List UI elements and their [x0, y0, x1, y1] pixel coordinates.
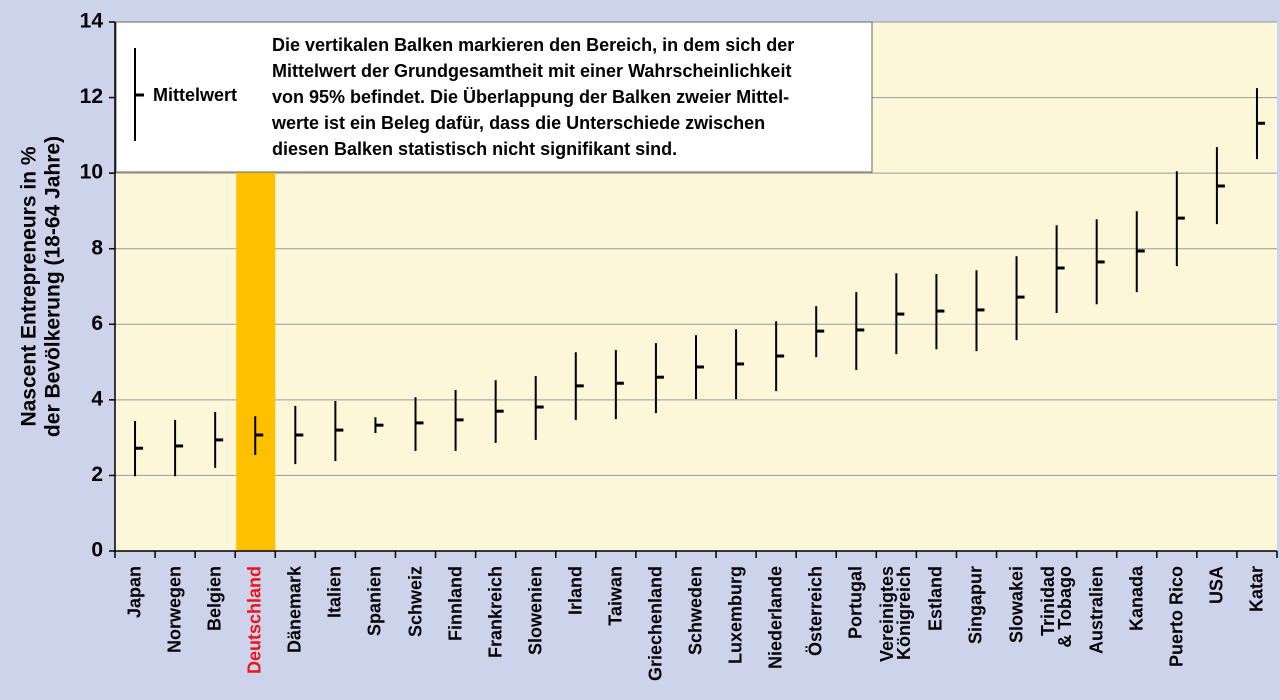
x-tick-label: Deutschland [244, 566, 265, 675]
x-tick-label: Finnland [445, 566, 466, 641]
x-tick-label: Italien [324, 566, 345, 619]
y-tick-label: 8 [91, 236, 103, 259]
x-tick-label: Luxemburg [725, 566, 746, 665]
legend-note: Die vertikalen Balken markieren den Bere… [272, 35, 794, 55]
x-tick-label: Australien [1086, 566, 1107, 655]
x-tick-label: Niederlande [765, 566, 786, 670]
y-tick-label: 4 [91, 387, 103, 410]
y-axis-label: der Bevölkerung (18-64 Jahre) [42, 136, 65, 437]
x-tick-label: Slowakei [1006, 566, 1027, 644]
x-tick-label: Trinidad & Tobago [1037, 566, 1075, 648]
x-tick-label: Spanien [364, 566, 385, 637]
legend-label: Mittelwert [153, 85, 237, 105]
x-tick-label: Puerto Rico [1166, 566, 1187, 668]
x-tick-label: Norwegen [164, 566, 185, 654]
y-tick-label: 2 [91, 463, 103, 486]
y-tick-label: 14 [80, 10, 104, 33]
x-tick-label: Irland [565, 566, 586, 616]
x-tick-label: Österreich [805, 566, 826, 657]
x-tick-label: Griechenland [645, 566, 666, 682]
x-tick-label: Estland [925, 566, 946, 632]
x-tick-label: Portugal [845, 566, 866, 640]
legend-box [115, 21, 873, 173]
y-tick-label: 6 [91, 312, 103, 335]
legend-note: werte ist ein Beleg dafür, dass die Unte… [271, 113, 765, 133]
x-tick-label: Taiwan [605, 566, 626, 626]
legend-note: von 95% befindet. Die Überlappung der Ba… [272, 87, 789, 107]
x-tick-label: Dänemark [284, 566, 305, 654]
x-tick-label: Kanada [1126, 566, 1147, 632]
y-axis-label: Nascent Entrepreneurs in % [18, 146, 41, 426]
x-tick-label: Belgien [204, 566, 225, 632]
x-tick-label: Slowenien [525, 566, 546, 656]
x-tick-label: Frankreich [485, 566, 506, 659]
x-tick-label: Japan [124, 566, 145, 619]
legend-note: diesen Balken statistisch nicht signifik… [272, 139, 677, 159]
legend-note: Mittelwert der Grundgesamtheit mit einer… [272, 61, 791, 81]
y-tick-label: 10 [80, 161, 103, 184]
y-tick-label: 0 [91, 539, 103, 562]
x-tick-label: Singapur [965, 566, 986, 645]
x-tick-label: Katar [1246, 566, 1267, 613]
x-tick-label: Vereinigtes Königreich [877, 566, 915, 663]
x-tick-label: Schweden [685, 566, 706, 656]
x-tick-label: USA [1206, 566, 1227, 605]
x-tick-label: Schweiz [405, 566, 426, 638]
y-tick-label: 12 [80, 85, 103, 108]
